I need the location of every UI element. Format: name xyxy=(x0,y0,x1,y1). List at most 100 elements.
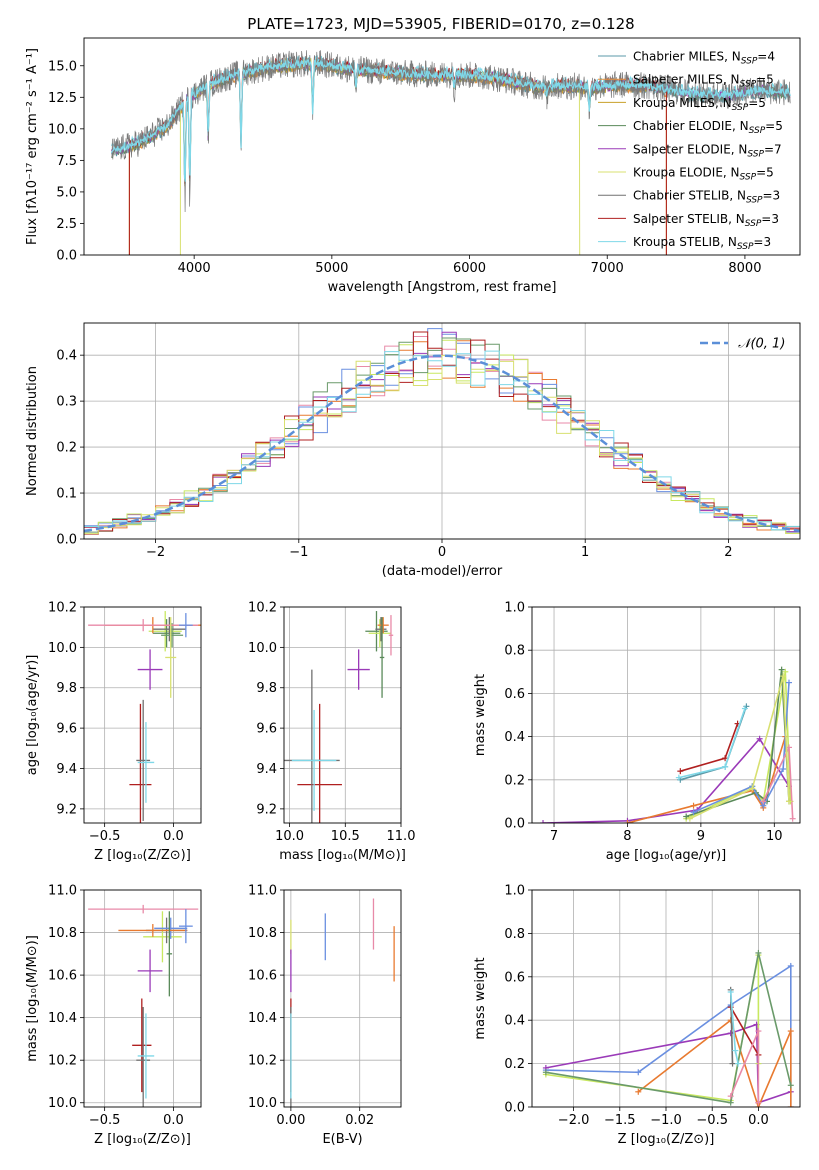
axes-frame xyxy=(283,606,402,824)
legend-label: Salpeter STELIB, NSSP=3 xyxy=(633,212,779,229)
y-tick-label: 10.4 xyxy=(248,1011,277,1026)
y-tick-label: 0.2 xyxy=(504,1057,525,1072)
axes-frame xyxy=(83,37,801,256)
panel-age-vs-Z: −0.5 0.0 9.2 9.4 9.6 9.8 10.0 10.2 Z [log₁₀(Z/Z⊙… xyxy=(25,601,202,863)
y-tick-label: 5.0 xyxy=(56,185,77,200)
x-axis-label: wavelength [Angstrom, rest frame] xyxy=(328,280,557,295)
axes-frame xyxy=(83,322,801,540)
legend-label-main: Chabrier ELODIE, N xyxy=(633,119,749,133)
y-tick-label: 11.0 xyxy=(248,884,277,899)
y-axis-label: Flux [fλ10⁻¹⁷ erg cm⁻² s⁻¹ A⁻¹] xyxy=(25,48,40,245)
legend-label-tail: =3 xyxy=(763,189,781,203)
x-tick-label: 9 xyxy=(697,829,705,844)
legend-label-sub: SSP xyxy=(741,57,758,67)
y-tick-label: 10.6 xyxy=(48,969,77,984)
y-tick-label: 10.2 xyxy=(48,601,77,616)
x-tick-label: −0.5 xyxy=(696,1113,728,1128)
y-axis-label: mass [log₁₀(M/M⊙)] xyxy=(25,935,40,1062)
y-tick-label: 1.0 xyxy=(504,601,525,616)
y-tick-label: 9.4 xyxy=(256,762,277,777)
y-axis-label: mass weight xyxy=(473,957,488,1039)
weight-series-line xyxy=(689,675,790,820)
x-axis-label: E(B-V) xyxy=(322,1132,362,1147)
panel-age-vs-mass: 10.0 10.5 11.0 9.2 9.4 9.6 9.8 10.0 10.2 mass [lo… xyxy=(248,601,416,864)
x-tick-label: 2 xyxy=(724,545,732,560)
y-tick-label: 0.0 xyxy=(56,533,77,548)
histogram-series xyxy=(84,355,800,535)
legend-label-sub: SSP xyxy=(740,80,757,90)
x-tick-label: 4000 xyxy=(178,261,211,276)
panel-mass-vs-Z: −0.5 0.0 10.0 10.2 10.4 10.6 10.8 11.0 Z [log₁₀(… xyxy=(25,884,202,1147)
x-tick-label: −1 xyxy=(289,545,308,560)
x-tick-label: 5000 xyxy=(315,261,348,276)
legend-label-main: Chabrier MILES, N xyxy=(633,50,741,64)
y-tick-label: 0.2 xyxy=(504,773,525,788)
y-axis-label: Normed distribution xyxy=(25,366,40,496)
y-tick-label: 0.2 xyxy=(56,441,77,456)
x-tick-label: 0 xyxy=(438,545,446,560)
y-tick-label: 11.0 xyxy=(48,884,77,899)
y-tick-label: 9.8 xyxy=(56,681,77,696)
x-axis-label: age [log₁₀(age/yr)] xyxy=(606,848,727,863)
x-axis-label: Z [log₁₀(Z/Z⊙)] xyxy=(618,1132,715,1147)
y-tick-label: 1.0 xyxy=(504,884,525,899)
y-tick-label: 10.0 xyxy=(248,641,277,656)
x-tick-label: 8000 xyxy=(728,261,761,276)
y-tick-label: 9.6 xyxy=(56,722,77,737)
legend-label-tail: =7 xyxy=(764,142,782,156)
y-tick-label: 0.8 xyxy=(504,927,525,942)
legend-label: Chabrier MILES, NSSP=4 xyxy=(633,50,775,67)
weight-series-line xyxy=(542,737,790,823)
x-tick-label: 7 xyxy=(550,829,558,844)
legend-label-tail: =5 xyxy=(756,73,774,87)
y-tick-label: 10.2 xyxy=(248,1054,277,1069)
y-tick-label: 0.1 xyxy=(56,487,77,502)
legend-label: Salpeter ELODIE, NSSP=7 xyxy=(633,142,782,159)
legend-label-tail: =5 xyxy=(748,96,766,110)
legend-label-main: Kroupa STELIB, N xyxy=(633,235,737,249)
x-tick-label: −0.5 xyxy=(89,1113,121,1128)
x-axis-label: mass [log₁₀(M/M⊙)] xyxy=(279,848,406,863)
x-tick-label: −1.0 xyxy=(650,1113,682,1128)
histogram-series xyxy=(84,350,800,531)
weight-series-line xyxy=(545,952,792,1104)
legend-label-sub: SSP xyxy=(746,196,763,206)
y-tick-label: 9.8 xyxy=(256,681,277,696)
y-tick-label: 9.6 xyxy=(256,722,277,737)
x-tick-label: −1.5 xyxy=(604,1113,636,1128)
x-tick-label: 1 xyxy=(581,545,589,560)
panel-mass-vs-EBV: 0.00 0.02 10.0 10.2 10.4 10.6 10.8 11.0 E(B-V) xyxy=(248,884,402,1147)
weight-series-line xyxy=(730,1006,760,1056)
panel-spectrum: 4000 5000 6000 7000 8000 0.0 2.5 5.0 7.5 10.0 12.5… xyxy=(25,37,801,295)
legend-label-main: Salpeter MILES, N xyxy=(633,73,740,87)
x-tick-label: 10.0 xyxy=(275,829,304,844)
panel-residuals: −2 −1 0 1 2 0.0 0.1 0.2 0.3 0.4 (data-model)/error… xyxy=(25,322,801,579)
weight-series-line xyxy=(685,671,792,820)
y-tick-label: 7.5 xyxy=(56,154,77,169)
y-tick-label: 0.4 xyxy=(504,730,525,745)
legend-label-sub: SSP xyxy=(745,219,762,229)
x-tick-label: −0.5 xyxy=(89,829,121,844)
axes-frame xyxy=(83,889,202,1108)
plot-area-mass-vs-Z xyxy=(88,904,199,1107)
legend-label-main: Salpeter STELIB, N xyxy=(633,212,745,226)
legend-label-sub: SSP xyxy=(740,173,757,183)
y-tick-label: 10.6 xyxy=(248,969,277,984)
y-axis-label: age [log₁₀(age/yr)] xyxy=(25,655,40,776)
legend-label: Salpeter MILES, NSSP=5 xyxy=(633,73,774,90)
plot-area-mass-vs-EBV xyxy=(290,898,395,1107)
x-tick-label: 6000 xyxy=(453,261,486,276)
normal-reference-curve xyxy=(84,354,800,533)
legend-label-tail: =3 xyxy=(761,212,779,226)
y-tick-label: 10.0 xyxy=(48,122,77,137)
y-tick-label: 0.0 xyxy=(56,249,77,264)
legend-label: Kroupa ELODIE, NSSP=5 xyxy=(633,166,774,183)
legend-label-tail: =3 xyxy=(753,235,771,249)
plot-area-age-vs-Z xyxy=(88,611,201,823)
x-tick-label: 11.0 xyxy=(387,829,416,844)
y-tick-label: 9.4 xyxy=(56,762,77,777)
y-tick-label: 0.6 xyxy=(504,687,525,702)
y-tick-label: 10.4 xyxy=(48,1011,77,1026)
